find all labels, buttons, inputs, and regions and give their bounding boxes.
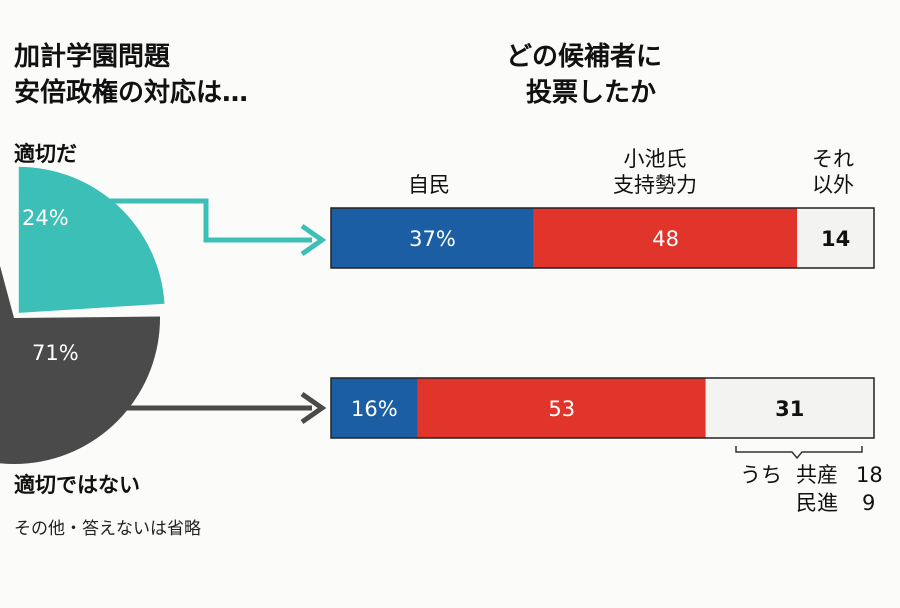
bar-row2-other [705,378,874,438]
arrow-inappropriate-head [300,391,327,425]
legend-jimin: 自民 [408,173,450,197]
left-title-line1: 加計学園問題 [14,42,171,72]
legend-other-line2: 以外 [812,173,854,197]
bar-row1-other [797,208,874,268]
legend-koike-line1: 小池氏 [623,147,687,171]
breakdown-value-minshin: 9 [862,491,876,515]
bar-row2-koike-value: 53 [548,397,575,421]
arrow-appropriate-line [100,198,312,243]
right-title-line1: どの候補者に [506,42,663,72]
pie-label-inappropriate: 適切ではない [14,473,140,497]
bar-row1-jimin-value: 37% [409,227,456,251]
bar-row1-outline [330,207,875,269]
bar-row2-koike [417,378,706,438]
arrow-appropriate-head [300,223,327,257]
bar-row1-jimin [331,208,534,268]
breakdown-party-minshin: 民進 [796,491,838,515]
legend-koike-line2: 支持勢力 [613,173,697,197]
pie-slice-appropriate [18,166,165,313]
right-title-line2: 投票したか [526,78,657,108]
pie-value-inappropriate: 71% [32,341,79,365]
bar-row2-outline [330,377,875,439]
pie-label-appropriate: 適切だ [14,142,77,166]
bar-row2-other-value: 31 [775,397,804,421]
pie-slice-inappropriate [0,265,161,465]
omission-note: その他・答えないは省略 [14,519,201,539]
left-title-line2: 安倍政権の対応は… [14,78,249,108]
bar-row1-other-value: 14 [821,227,850,251]
bar-row2-jimin [331,378,418,438]
bar-row1-koike [533,208,798,268]
breakdown-prefix: うち [740,463,782,487]
bar-row2-jimin-value: 16% [351,397,398,421]
legend-other-line1: それ [812,147,854,171]
pie-value-appropriate: 24% [22,206,69,230]
bar-row1-koike-value: 48 [652,227,679,251]
breakdown-value-jcp: 18 [856,463,883,487]
breakdown-bracket [735,446,863,460]
breakdown-party-jcp: 共産 [796,463,838,487]
